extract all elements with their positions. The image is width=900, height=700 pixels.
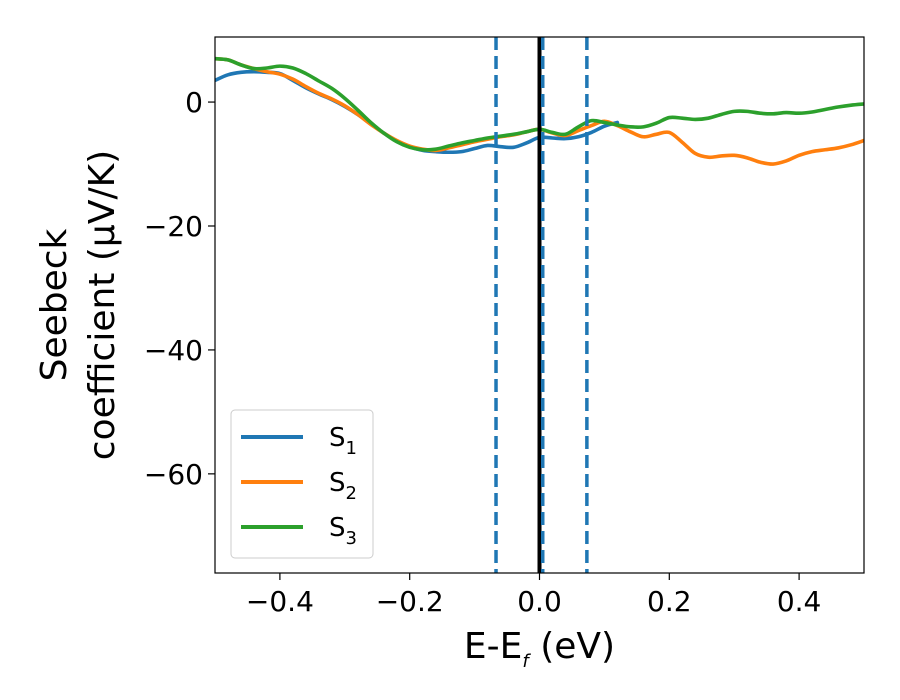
x-axis-label-sub: f (522, 651, 531, 672)
legend-entry-s1: S1 (241, 423, 357, 459)
y-tick-label: 0 (185, 86, 203, 119)
y-axis-label-line1: Seebeck (34, 228, 75, 381)
x-tick-label: 0.0 (517, 585, 562, 618)
x-axis-label: E-Ef (eV) (464, 626, 615, 672)
y-axis-label: Seebeck coefficient (μV/K) (34, 150, 123, 460)
x-tick-label: 0.4 (777, 585, 822, 618)
legend-label: S3 (329, 513, 357, 549)
y-tick-label: −60 (144, 458, 203, 491)
legend: S1 S2 S3 (230, 409, 374, 559)
y-tick-label: −20 (144, 210, 203, 243)
legend-entry-s3: S3 (241, 513, 357, 549)
legend-entry-s2: S2 (241, 468, 357, 504)
x-tick-label: −0.4 (246, 585, 314, 618)
legend-label: S2 (329, 468, 357, 504)
y-tick-label: −40 (144, 334, 203, 367)
x-tick-label: 0.2 (647, 585, 692, 618)
x-axis-label-main: E-E (464, 626, 522, 667)
x-tick-label: −0.2 (376, 585, 444, 618)
legend-label: S1 (329, 423, 357, 459)
x-axis-ticks: −0.4 −0.2 0.0 0.2 0.4 (246, 573, 821, 618)
reference-lines (494, 37, 589, 573)
y-axis-ticks: 0 −20 −40 −60 (144, 86, 215, 491)
x-axis-label-unit: (eV) (529, 626, 615, 667)
y-axis-label-line2: coefficient (μV/K) (82, 150, 123, 460)
